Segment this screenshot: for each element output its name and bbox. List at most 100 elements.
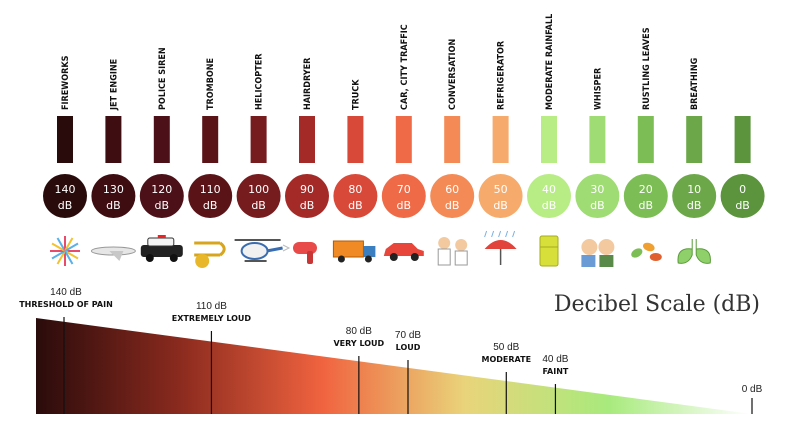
- scale-marker: 110 dB EXTREMELY LOUD: [172, 301, 252, 414]
- source-bars: FIREWORKS 140 dB JET ENGINE 130 dB POLICE SIRE…: [43, 14, 765, 218]
- source-bar: [686, 116, 703, 163]
- source-label: RUSTLING LEAVES: [642, 27, 652, 110]
- refrigerator-icon: [539, 235, 559, 267]
- hairdryer-icon: [282, 242, 317, 264]
- source-label: WHISPER: [593, 67, 603, 110]
- source-label: TROMBONE: [206, 58, 216, 110]
- scale-marker: 140 dB THRESHOLD OF PAIN: [19, 287, 113, 414]
- db-circle: [672, 174, 717, 218]
- source-label: POLICE SIREN: [158, 47, 168, 110]
- source-label: CONVERSATION: [448, 39, 458, 110]
- marker-desc: VERY LOUD: [333, 339, 384, 348]
- scale-marker: 40 dB FAINT: [542, 354, 569, 414]
- db-value: 120: [151, 183, 172, 196]
- umbrella-icon: [484, 230, 517, 265]
- source-bar: [153, 116, 170, 163]
- db-unit: dB: [493, 199, 508, 212]
- scale-markers: 140 dB THRESHOLD OF PAIN 110 dB EXTREMELY L…: [19, 287, 763, 414]
- db-unit: dB: [397, 199, 412, 212]
- db-unit: dB: [155, 199, 170, 212]
- source-label: HELICOPTER: [255, 53, 265, 110]
- source-label: JET ENGINE: [109, 59, 119, 111]
- source-bar: [299, 116, 315, 163]
- db-value: 30: [590, 183, 604, 196]
- db-value: 130: [103, 183, 124, 196]
- db-circle: [236, 174, 281, 218]
- db-circle: [381, 174, 426, 218]
- trombone-icon: [194, 241, 226, 268]
- db-unit: dB: [735, 199, 750, 212]
- marker-db-label: 140 dB: [50, 287, 82, 298]
- scale-marker: 0 dB: [742, 384, 763, 414]
- db-unit: dB: [639, 199, 654, 212]
- scale-marker: 80 dB VERY LOUD: [333, 326, 385, 414]
- db-unit: dB: [58, 199, 73, 212]
- db-circle: [285, 174, 329, 218]
- decibel-wedge: [36, 318, 752, 414]
- whisper-icon: [581, 239, 615, 267]
- db-value: 10: [687, 183, 701, 196]
- db-circle: [575, 174, 620, 218]
- db-circle: [43, 174, 87, 218]
- source-bar: [250, 116, 267, 163]
- car-icon: [383, 243, 424, 261]
- source-label: CAR, CITY TRAFFIC: [400, 24, 410, 110]
- db-value: 80: [348, 183, 362, 196]
- chart-title: Decibel Scale (dB): [554, 292, 760, 317]
- leaves-icon: [631, 242, 662, 261]
- police-car-icon: [140, 235, 183, 262]
- helicopter-icon: [234, 239, 283, 262]
- marker-desc: THRESHOLD OF PAIN: [19, 300, 113, 309]
- source-bar: [202, 116, 219, 163]
- marker-desc: EXTREMELY LOUD: [172, 314, 252, 323]
- source-label: FIREWORKS: [61, 55, 71, 110]
- source-label: MODERATE RAINFALL: [545, 14, 555, 110]
- conversation-icon: [437, 237, 468, 266]
- marker-db-label: 80 dB: [346, 326, 372, 337]
- db-circle: [333, 174, 378, 218]
- marker-db-label: 110 dB: [196, 301, 227, 312]
- truck-icon: [332, 240, 376, 263]
- db-circle: [720, 174, 765, 218]
- source-bar: [105, 116, 122, 163]
- scale-marker: 50 dB MODERATE: [482, 342, 532, 414]
- db-value: 60: [445, 183, 459, 196]
- marker-db-label: 40 dB: [542, 354, 568, 365]
- source-bar: [492, 116, 509, 163]
- source-bar: [734, 116, 751, 163]
- lungs-icon: [677, 239, 711, 264]
- db-unit: dB: [203, 199, 218, 212]
- db-circle: [139, 174, 184, 218]
- db-circle: [623, 174, 668, 218]
- db-unit: dB: [445, 199, 460, 212]
- marker-db-label: 70 dB: [395, 330, 421, 341]
- source-icons: [50, 230, 711, 268]
- db-unit: dB: [348, 199, 363, 212]
- marker-desc: LOUD: [396, 343, 421, 352]
- jet-icon: [90, 246, 136, 261]
- source-bar: [57, 116, 73, 163]
- fireworks-icon: [50, 236, 80, 266]
- db-value: 110: [200, 183, 221, 196]
- decibel-gradient-wedge: [36, 318, 752, 414]
- source-bar: [589, 116, 606, 163]
- source-bar: [541, 116, 557, 163]
- db-value: 0: [739, 183, 746, 196]
- db-unit: dB: [251, 199, 266, 212]
- marker-db-label: 50 dB: [493, 342, 519, 353]
- db-circle: [430, 174, 475, 218]
- db-circle: [91, 174, 136, 218]
- db-unit: dB: [542, 199, 557, 212]
- scale-marker: 70 dB LOUD: [395, 330, 421, 414]
- marker-db-label: 0 dB: [742, 384, 763, 395]
- db-value: 70: [397, 183, 411, 196]
- db-value: 40: [542, 183, 556, 196]
- source-bar: [637, 116, 654, 163]
- db-value: 140: [55, 183, 76, 196]
- db-value: 50: [494, 183, 508, 196]
- db-value: 100: [248, 183, 269, 196]
- marker-desc: MODERATE: [482, 355, 532, 364]
- source-label: REFRIGERATOR: [497, 40, 507, 110]
- db-value: 20: [639, 183, 653, 196]
